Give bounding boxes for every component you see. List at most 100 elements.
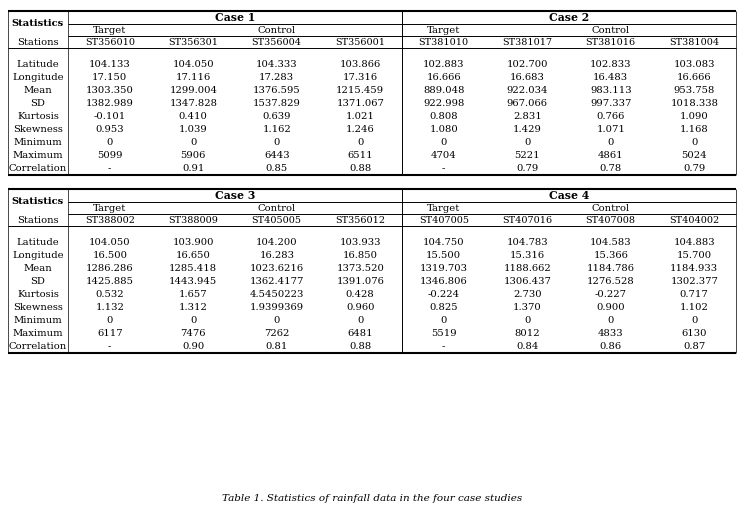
Text: 0.960: 0.960 [346,303,374,312]
Text: 0.88: 0.88 [349,164,371,173]
Text: -0.101: -0.101 [94,112,126,121]
Text: 103.866: 103.866 [339,60,381,69]
Text: Control: Control [591,26,630,35]
Text: 0.410: 0.410 [179,112,208,121]
Text: Skewness: Skewness [13,303,63,312]
Text: 1023.6216: 1023.6216 [250,264,304,273]
Text: 1276.528: 1276.528 [587,277,635,286]
Text: 15.366: 15.366 [593,251,628,260]
Text: 1.090: 1.090 [680,112,708,121]
Text: 967.066: 967.066 [507,99,548,108]
Text: 0: 0 [691,138,697,147]
Text: 16.500: 16.500 [92,251,127,260]
Text: -: - [442,342,446,351]
Text: Skewness: Skewness [13,125,63,134]
Text: 16.850: 16.850 [343,251,378,260]
Text: 104.050: 104.050 [89,238,130,247]
Text: 0.85: 0.85 [266,164,288,173]
Text: 1347.828: 1347.828 [169,99,217,108]
Text: 4704: 4704 [431,151,457,160]
Text: 2.831: 2.831 [513,112,542,121]
Text: 1018.338: 1018.338 [670,99,718,108]
Text: Statistics: Statistics [12,197,64,206]
Text: Mean: Mean [24,86,52,95]
Text: Target: Target [93,26,126,35]
Text: 0.639: 0.639 [263,112,291,121]
Text: Target: Target [427,26,461,35]
Text: Maximum: Maximum [13,151,63,160]
Text: SD: SD [31,277,45,286]
Text: 0.900: 0.900 [597,303,625,312]
Text: 0: 0 [524,138,530,147]
Text: ST356301: ST356301 [168,37,218,47]
Text: 16.483: 16.483 [593,73,629,82]
Text: 0.428: 0.428 [346,290,375,299]
Text: 104.750: 104.750 [423,238,464,247]
Text: 0: 0 [106,316,113,325]
Text: 0.90: 0.90 [182,342,205,351]
Text: 103.083: 103.083 [673,60,715,69]
Text: 0.78: 0.78 [600,164,622,173]
Text: 0: 0 [524,316,530,325]
Text: 0: 0 [691,316,697,325]
Text: Longitude: Longitude [12,73,64,82]
Text: 102.833: 102.833 [590,60,632,69]
Text: 16.666: 16.666 [426,73,461,82]
Text: Latitude: Latitude [16,60,60,69]
Text: 889.048: 889.048 [423,86,464,95]
Text: Minimum: Minimum [13,316,62,325]
Text: 0: 0 [357,316,363,325]
Text: 104.200: 104.200 [256,238,298,247]
Text: Correlation: Correlation [9,164,67,173]
Text: ST381010: ST381010 [419,37,469,47]
Text: 1.429: 1.429 [513,125,542,134]
Text: 1373.520: 1373.520 [336,264,384,273]
Text: 5099: 5099 [97,151,123,160]
Text: 1299.004: 1299.004 [169,86,217,95]
Text: 1382.989: 1382.989 [86,99,134,108]
Text: 1184.786: 1184.786 [587,264,635,273]
Text: 0.825: 0.825 [429,303,458,312]
Text: 1346.806: 1346.806 [420,277,468,286]
Text: 1.021: 1.021 [346,112,375,121]
Text: ST356004: ST356004 [251,37,302,47]
Text: 0.808: 0.808 [429,112,458,121]
Text: 17.150: 17.150 [92,73,127,82]
Text: 1.132: 1.132 [95,303,124,312]
Text: 0.88: 0.88 [349,342,371,351]
Text: 1306.437: 1306.437 [503,277,551,286]
Text: 1.168: 1.168 [680,125,708,134]
Text: 922.034: 922.034 [507,86,548,95]
Text: Kurtosis: Kurtosis [17,112,59,121]
Text: 997.337: 997.337 [590,99,632,108]
Text: 1285.418: 1285.418 [169,264,217,273]
Text: 1188.662: 1188.662 [504,264,551,273]
Text: ST381004: ST381004 [669,37,719,47]
Text: Latitude: Latitude [16,238,60,247]
Text: 0: 0 [190,316,196,325]
Text: Stations: Stations [17,216,59,224]
Text: 0.79: 0.79 [683,164,705,173]
Text: 1184.933: 1184.933 [670,264,718,273]
Text: Mean: Mean [24,264,52,273]
Text: ST356001: ST356001 [336,37,385,47]
Text: -: - [442,164,446,173]
Text: Case 4: Case 4 [549,190,589,201]
Text: 1302.377: 1302.377 [670,277,718,286]
Text: Kurtosis: Kurtosis [17,290,59,299]
Text: 104.133: 104.133 [89,60,131,69]
Text: 4.5450223: 4.5450223 [249,290,304,299]
Text: 17.116: 17.116 [176,73,211,82]
Text: 0: 0 [440,316,447,325]
Text: ST388002: ST388002 [85,216,135,224]
Text: 1362.4177: 1362.4177 [249,277,304,286]
Text: 102.700: 102.700 [507,60,548,69]
Text: Stations: Stations [17,37,59,47]
Text: 6511: 6511 [347,151,373,160]
Text: ST356010: ST356010 [85,37,135,47]
Text: 1443.945: 1443.945 [169,277,217,286]
Text: Case 3: Case 3 [215,190,255,201]
Text: 1215.459: 1215.459 [336,86,385,95]
Text: Target: Target [93,203,126,213]
Text: 4861: 4861 [598,151,623,160]
